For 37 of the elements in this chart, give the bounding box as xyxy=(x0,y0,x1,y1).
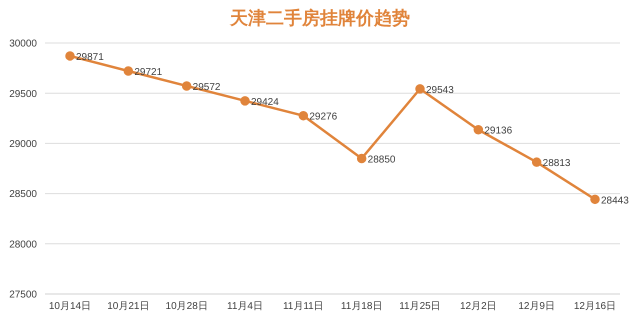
point xyxy=(590,194,600,204)
data-label: 29871 xyxy=(76,52,104,63)
data-label: 28813 xyxy=(542,158,571,170)
x-tick-label: 12月9日 xyxy=(518,301,556,312)
x-tick-label: 11月18日 xyxy=(340,301,382,312)
y-tick-label: 28500 xyxy=(9,189,38,200)
point xyxy=(298,110,308,120)
point xyxy=(65,51,75,61)
chart-title: 天津二手房挂牌价趋势 xyxy=(228,7,411,30)
data-label: 28850 xyxy=(368,154,396,166)
data-label: 29136 xyxy=(484,126,513,137)
data-label: 29424 xyxy=(251,96,280,108)
x-tick-label: 11月4日 xyxy=(227,301,263,312)
y-tick-label: 28000 xyxy=(9,239,38,250)
point xyxy=(182,81,192,91)
x-tick-label: 10月28日 xyxy=(166,301,208,312)
point xyxy=(474,124,484,134)
y-tick-label: 29000 xyxy=(9,138,38,150)
data-label: 29572 xyxy=(192,82,221,93)
x-tick-label: 10月14日 xyxy=(48,301,92,312)
data-label: 29543 xyxy=(426,84,454,96)
y-tick-label: 30000 xyxy=(9,38,38,50)
point xyxy=(532,157,542,167)
y-tick-label: 29500 xyxy=(9,88,38,100)
x-tick-label: 12月2日 xyxy=(460,301,497,312)
x-tick-label: 11月11日 xyxy=(282,301,324,312)
point xyxy=(240,96,250,106)
data-label: 29721 xyxy=(134,67,163,78)
x-tick-label: 10月21日 xyxy=(107,301,150,312)
data-label: 28443 xyxy=(601,195,630,206)
point xyxy=(415,84,425,94)
point xyxy=(356,154,366,164)
data-label: 29276 xyxy=(309,112,338,123)
y-tick-label: 27500 xyxy=(9,290,38,301)
point xyxy=(124,66,134,76)
x-tick-label: 12月16日 xyxy=(574,301,616,312)
x-tick-label: 11月25日 xyxy=(399,301,441,312)
